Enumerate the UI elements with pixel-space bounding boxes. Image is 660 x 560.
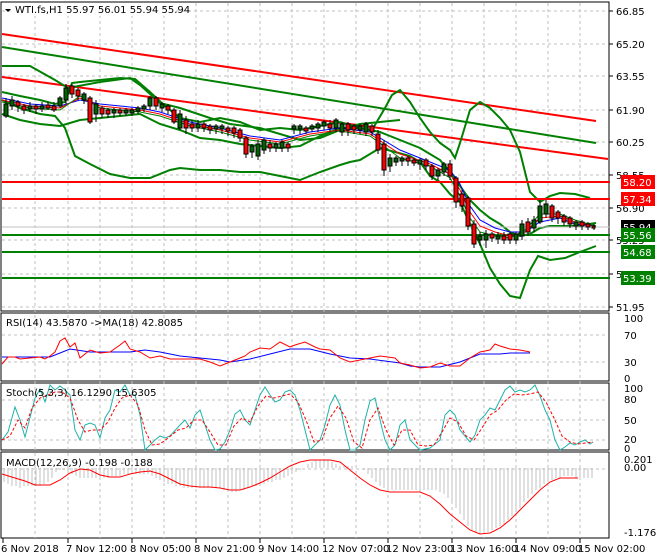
svg-text:6 Nov 2018: 6 Nov 2018 xyxy=(1,544,59,555)
svg-text:30: 30 xyxy=(624,358,637,369)
macd-title: MACD(12,26,9) -0.198 -0.188 xyxy=(6,458,153,469)
svg-text:61.90: 61.90 xyxy=(616,106,645,117)
svg-text:53.39: 53.39 xyxy=(623,274,652,285)
stoch-title: Stoch(5,3,3) 16.1290 15.6305 xyxy=(6,388,157,399)
svg-text:100: 100 xyxy=(624,384,643,395)
svg-text:58.20: 58.20 xyxy=(623,178,652,189)
level-tag-57-34 xyxy=(621,192,655,206)
svg-text:8 Nov 05:00: 8 Nov 05:00 xyxy=(130,544,191,555)
rsi-lines xyxy=(1,337,531,369)
level-tag-55-56 xyxy=(621,228,655,242)
macd-histogram xyxy=(3,460,593,534)
level-tag-53-39 xyxy=(621,271,655,285)
svg-text:0.00: 0.00 xyxy=(624,463,646,474)
svg-text:63.55: 63.55 xyxy=(616,72,645,83)
svg-text:9 Nov 14:00: 9 Nov 14:00 xyxy=(258,544,319,555)
rsi-axis: 100 70 30 0 xyxy=(624,314,643,385)
svg-text:14 Nov 09:00: 14 Nov 09:00 xyxy=(514,544,581,555)
svg-text:51.95: 51.95 xyxy=(616,303,645,314)
svg-text:56.90: 56.90 xyxy=(616,204,645,215)
dropdown-arrow-icon[interactable] xyxy=(5,9,11,12)
stoch-axis: 100 80 50 20 0 xyxy=(624,384,643,455)
svg-text:7 Nov 12:00: 7 Nov 12:00 xyxy=(66,544,127,555)
main-price-panel[interactable] xyxy=(0,1,610,312)
svg-text:8 Nov 21:00: 8 Nov 21:00 xyxy=(194,544,255,555)
chart-title: WTI.fs,H1 55.97 56.01 55.94 55.94 xyxy=(5,3,190,16)
price-axis: 66.85 65.20 63.55 61.90 60.25 58.55 56.9… xyxy=(609,7,645,314)
svg-text:13 Nov 16:00: 13 Nov 16:00 xyxy=(450,544,517,555)
svg-text:15 Nov 02:00: 15 Nov 02:00 xyxy=(578,544,645,555)
stoch-lines xyxy=(1,384,594,452)
svg-text:66.85: 66.85 xyxy=(616,7,645,18)
macd-signal-line xyxy=(1,459,578,535)
stoch-panel[interactable] xyxy=(0,382,610,451)
svg-text:57.34: 57.34 xyxy=(623,195,652,206)
svg-text:54.68: 54.68 xyxy=(623,248,652,259)
svg-text:0: 0 xyxy=(624,374,630,385)
rsi-panel[interactable] xyxy=(0,312,610,382)
svg-text:50: 50 xyxy=(624,416,637,427)
svg-text:100: 100 xyxy=(624,314,643,325)
svg-text:12 Nov 23:00: 12 Nov 23:00 xyxy=(386,544,453,555)
macd-axis: 0.201 0.00 -1.176 xyxy=(624,455,656,539)
candlesticks xyxy=(3,84,596,248)
level-tag-54-68 xyxy=(621,245,655,259)
svg-text:12 Nov 07:00: 12 Nov 07:00 xyxy=(322,544,389,555)
svg-text:-1.176: -1.176 xyxy=(624,528,656,539)
symbol-ohlc-text: WTI.fs,H1 55.97 56.01 55.94 55.94 xyxy=(15,5,190,16)
svg-text:20: 20 xyxy=(624,435,637,446)
price-level-tags: 58.20 57.34 55.94 55.56 54.68 53.39 xyxy=(621,175,655,285)
level-tag-58-20 xyxy=(621,175,655,189)
svg-text:65.20: 65.20 xyxy=(616,40,645,51)
regression-channel xyxy=(1,33,609,160)
rsi-title: RSI(14) 43.5870 ->MA(18) 42.8085 xyxy=(6,318,183,329)
svg-text:60.25: 60.25 xyxy=(616,138,645,149)
svg-text:55.56: 55.56 xyxy=(623,231,652,242)
svg-text:70: 70 xyxy=(624,331,637,342)
time-axis: 6 Nov 2018 7 Nov 12:00 8 Nov 05:00 8 Nov… xyxy=(1,538,645,555)
svg-text:0: 0 xyxy=(624,444,630,455)
svg-text:0.201: 0.201 xyxy=(624,455,653,466)
svg-text:80: 80 xyxy=(624,395,637,406)
